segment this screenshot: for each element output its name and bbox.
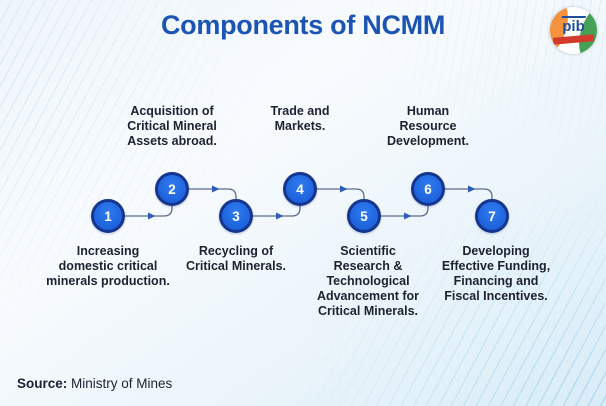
step-circle-3: 3	[219, 199, 253, 233]
source-label: Source:	[17, 376, 68, 391]
connector-3-4	[253, 206, 301, 217]
step-label-6: Human Resource Development.	[387, 104, 469, 148]
step-circle-5: 5	[347, 199, 381, 233]
connector-1-2	[125, 206, 173, 217]
step-circle-6: 6	[411, 172, 445, 206]
step-circle-2: 2	[155, 172, 189, 206]
step-label-7: Developing Effective Funding, Financing …	[441, 244, 551, 303]
arrowhead-icon	[404, 212, 412, 220]
step-label-3: Recycling of Critical Minerals.	[185, 244, 287, 273]
step-circle-4: 4	[283, 172, 317, 206]
connector-4-5	[317, 188, 365, 199]
step-label-4: Trade and Markets.	[270, 104, 330, 133]
step-label-5: Scientific Research & Technological Adva…	[316, 244, 420, 318]
arrowhead-icon	[148, 212, 156, 220]
arrowhead-icon	[340, 185, 348, 193]
arrowhead-icon	[276, 212, 284, 220]
arrowhead-icon	[212, 185, 220, 193]
step-label-1: Increasing domestic critical minerals pr…	[46, 244, 170, 288]
connector-2-3	[189, 188, 237, 199]
connector-6-7	[445, 188, 493, 199]
arrowhead-icon	[468, 185, 476, 193]
step-circle-7: 7	[475, 199, 509, 233]
pib-logo: pib	[550, 7, 597, 54]
source-attribution: Source: Ministry of Mines	[17, 376, 172, 391]
pib-logo-text: pib	[561, 16, 586, 35]
source-value: Ministry of Mines	[71, 376, 173, 391]
page-title: Components of NCMM	[160, 10, 446, 40]
connector-5-6	[381, 206, 429, 217]
step-circle-1: 1	[91, 199, 125, 233]
step-label-2: Acquisition of Critical Mineral Assets a…	[127, 104, 217, 148]
